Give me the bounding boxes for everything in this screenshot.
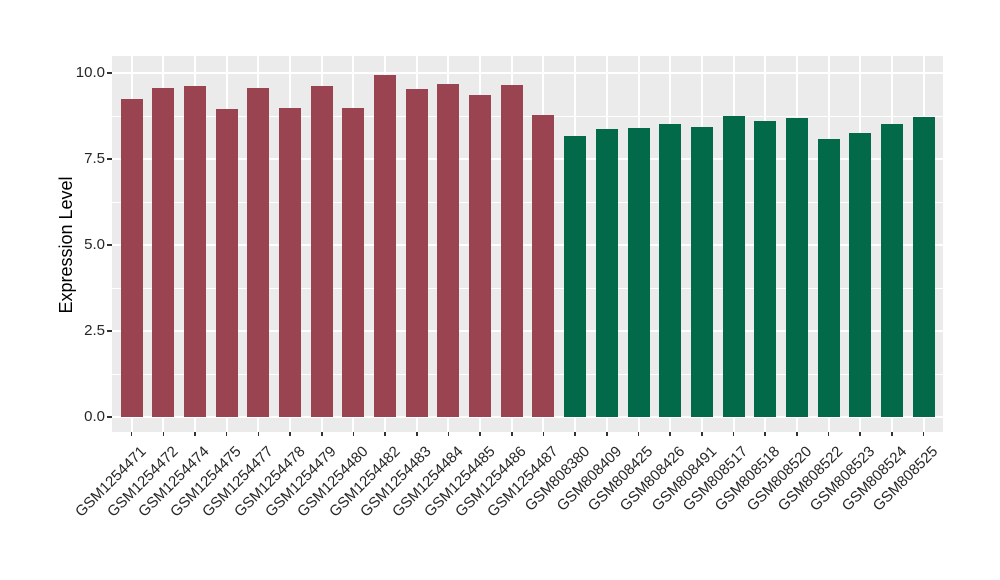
y-tick-label: 7.5 [84,150,105,167]
gridline-major [112,330,943,332]
x-tick-mark [542,432,545,436]
bar-GSM1254484 [437,84,460,417]
bar-GSM1254483 [405,89,428,417]
bar-GSM1254478 [279,107,302,417]
y-tick-label: 10.0 [75,64,105,81]
x-tick-mark [447,432,450,436]
x-tick-mark [289,432,291,436]
gridline-major [112,158,943,160]
bar-GSM808518 [754,121,777,417]
bar-GSM1254479 [310,86,333,417]
plot-panel [112,56,943,432]
bar-GSM1254477 [247,88,270,417]
y-tick-mark [107,72,112,74]
bar-GSM1254475 [215,108,238,417]
gridline-minor [112,288,943,289]
gridline-major [112,416,943,418]
x-tick-mark [352,432,355,436]
y-tick-mark [107,158,112,160]
gridline-major [112,72,943,74]
x-tick-mark [827,432,830,436]
bar-GSM1254486 [500,85,523,417]
x-tick-mark [574,432,576,436]
bar-GSM1254471 [120,98,143,417]
bar-GSM808523 [849,132,872,417]
bar-GSM808520 [785,118,808,417]
x-tick-mark [130,432,133,436]
x-tick-mark [225,432,228,436]
y-tick-label: 2.5 [84,322,105,339]
bar-GSM1254474 [184,86,207,417]
x-tick-mark [194,432,196,436]
y-tick-mark [107,244,112,246]
gridline-minor [112,374,943,375]
x-tick-mark [321,432,323,436]
x-tick-mark [511,432,513,436]
x-tick-mark [922,432,925,436]
x-tick-mark [732,432,735,436]
x-tick-mark [796,432,798,436]
bar-GSM808425 [627,128,650,417]
x-tick-mark [859,432,861,436]
bar-GSM808426 [659,123,682,417]
bar-GSM808522 [817,138,840,417]
bar-GSM808517 [722,115,745,417]
x-tick-mark [416,432,418,436]
bar-GSM1254472 [152,88,175,417]
gridline-minor [112,202,943,203]
bar-GSM1254480 [342,108,365,417]
y-tick-label: 0.0 [84,408,105,425]
x-tick-mark [891,432,893,436]
y-tick-mark [107,416,112,418]
bar-GSM808409 [595,128,618,417]
bar-GSM808491 [690,127,713,417]
gridline-major [112,244,943,246]
gridline-minor [112,116,943,117]
x-tick-mark [669,432,671,436]
x-tick-mark [637,432,640,436]
bar-GSM1254485 [469,94,492,417]
x-tick-mark [764,432,766,436]
bar-GSM808524 [880,123,903,417]
x-tick-mark [479,432,481,436]
x-tick-mark [384,432,386,436]
y-tick-label: 5.0 [84,236,105,253]
bar-GSM1254487 [532,114,555,417]
x-tick-mark [606,432,608,436]
x-tick-mark [701,432,703,436]
bar-GSM808525 [912,117,935,417]
bar-GSM808380 [564,135,587,417]
bar-GSM1254482 [374,74,397,417]
x-tick-mark [257,432,260,436]
x-tick-mark [162,432,165,436]
y-tick-mark [107,330,112,332]
